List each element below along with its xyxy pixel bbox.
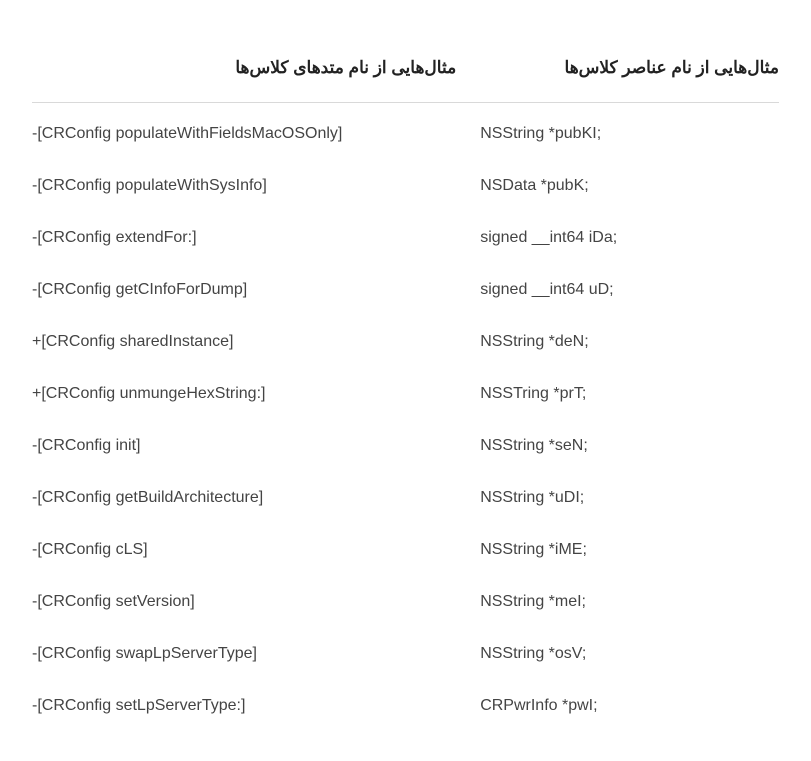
table-row: -[CRConfig swapLpServerType]NSString *os…: [32, 628, 779, 680]
member-cell: signed __int64 uD;: [480, 264, 779, 316]
class-examples-table: مثال‌هایی از نام متدهای کلاس‌ها مثال‌های…: [32, 48, 779, 732]
method-cell: -[CRConfig populateWithSysInfo]: [32, 160, 480, 212]
method-cell: +[CRConfig sharedInstance]: [32, 316, 480, 368]
member-cell: NSData *pubK;: [480, 160, 779, 212]
table-row: -[CRConfig setVersion]NSString *meI;: [32, 576, 779, 628]
method-cell: +[CRConfig unmungeHexString:]: [32, 368, 480, 420]
method-cell: -[CRConfig cLS]: [32, 524, 480, 576]
table-row: -[CRConfig getBuildArchitecture]NSString…: [32, 472, 779, 524]
header-methods: مثال‌هایی از نام متدهای کلاس‌ها: [32, 48, 480, 103]
table-row: -[CRConfig populateWithSysInfo]NSData *p…: [32, 160, 779, 212]
member-cell: NSString *deN;: [480, 316, 779, 368]
method-cell: -[CRConfig extendFor:]: [32, 212, 480, 264]
method-cell: -[CRConfig setVersion]: [32, 576, 480, 628]
member-cell: NSString *pubKI;: [480, 103, 779, 161]
table-row: +[CRConfig sharedInstance]NSString *deN;: [32, 316, 779, 368]
member-cell: NSSTring *prT;: [480, 368, 779, 420]
method-cell: -[CRConfig getBuildArchitecture]: [32, 472, 480, 524]
table-header-row: مثال‌هایی از نام متدهای کلاس‌ها مثال‌های…: [32, 48, 779, 103]
table-row: +[CRConfig unmungeHexString:]NSSTring *p…: [32, 368, 779, 420]
method-cell: -[CRConfig swapLpServerType]: [32, 628, 480, 680]
table-row: -[CRConfig init]NSString *seN;: [32, 420, 779, 472]
method-cell: -[CRConfig setLpServerType:]: [32, 680, 480, 732]
member-cell: NSString *osV;: [480, 628, 779, 680]
method-cell: -[CRConfig getCInfoForDump]: [32, 264, 480, 316]
method-cell: -[CRConfig init]: [32, 420, 480, 472]
table-container: مثال‌هایی از نام متدهای کلاس‌ها مثال‌های…: [0, 0, 811, 732]
table-body: -[CRConfig populateWithFieldsMacOSOnly]N…: [32, 103, 779, 733]
table-row: -[CRConfig cLS]NSString *iME;: [32, 524, 779, 576]
method-cell: -[CRConfig populateWithFieldsMacOSOnly]: [32, 103, 480, 161]
member-cell: NSString *meI;: [480, 576, 779, 628]
table-row: -[CRConfig setLpServerType:]CRPwrInfo *p…: [32, 680, 779, 732]
member-cell: CRPwrInfo *pwI;: [480, 680, 779, 732]
table-row: -[CRConfig getCInfoForDump]signed __int6…: [32, 264, 779, 316]
header-members: مثال‌هایی از نام عناصر کلاس‌ها: [480, 48, 779, 103]
table-row: -[CRConfig populateWithFieldsMacOSOnly]N…: [32, 103, 779, 161]
member-cell: NSString *iME;: [480, 524, 779, 576]
member-cell: NSString *uDI;: [480, 472, 779, 524]
member-cell: signed __int64 iDa;: [480, 212, 779, 264]
member-cell: NSString *seN;: [480, 420, 779, 472]
table-row: -[CRConfig extendFor:]signed __int64 iDa…: [32, 212, 779, 264]
